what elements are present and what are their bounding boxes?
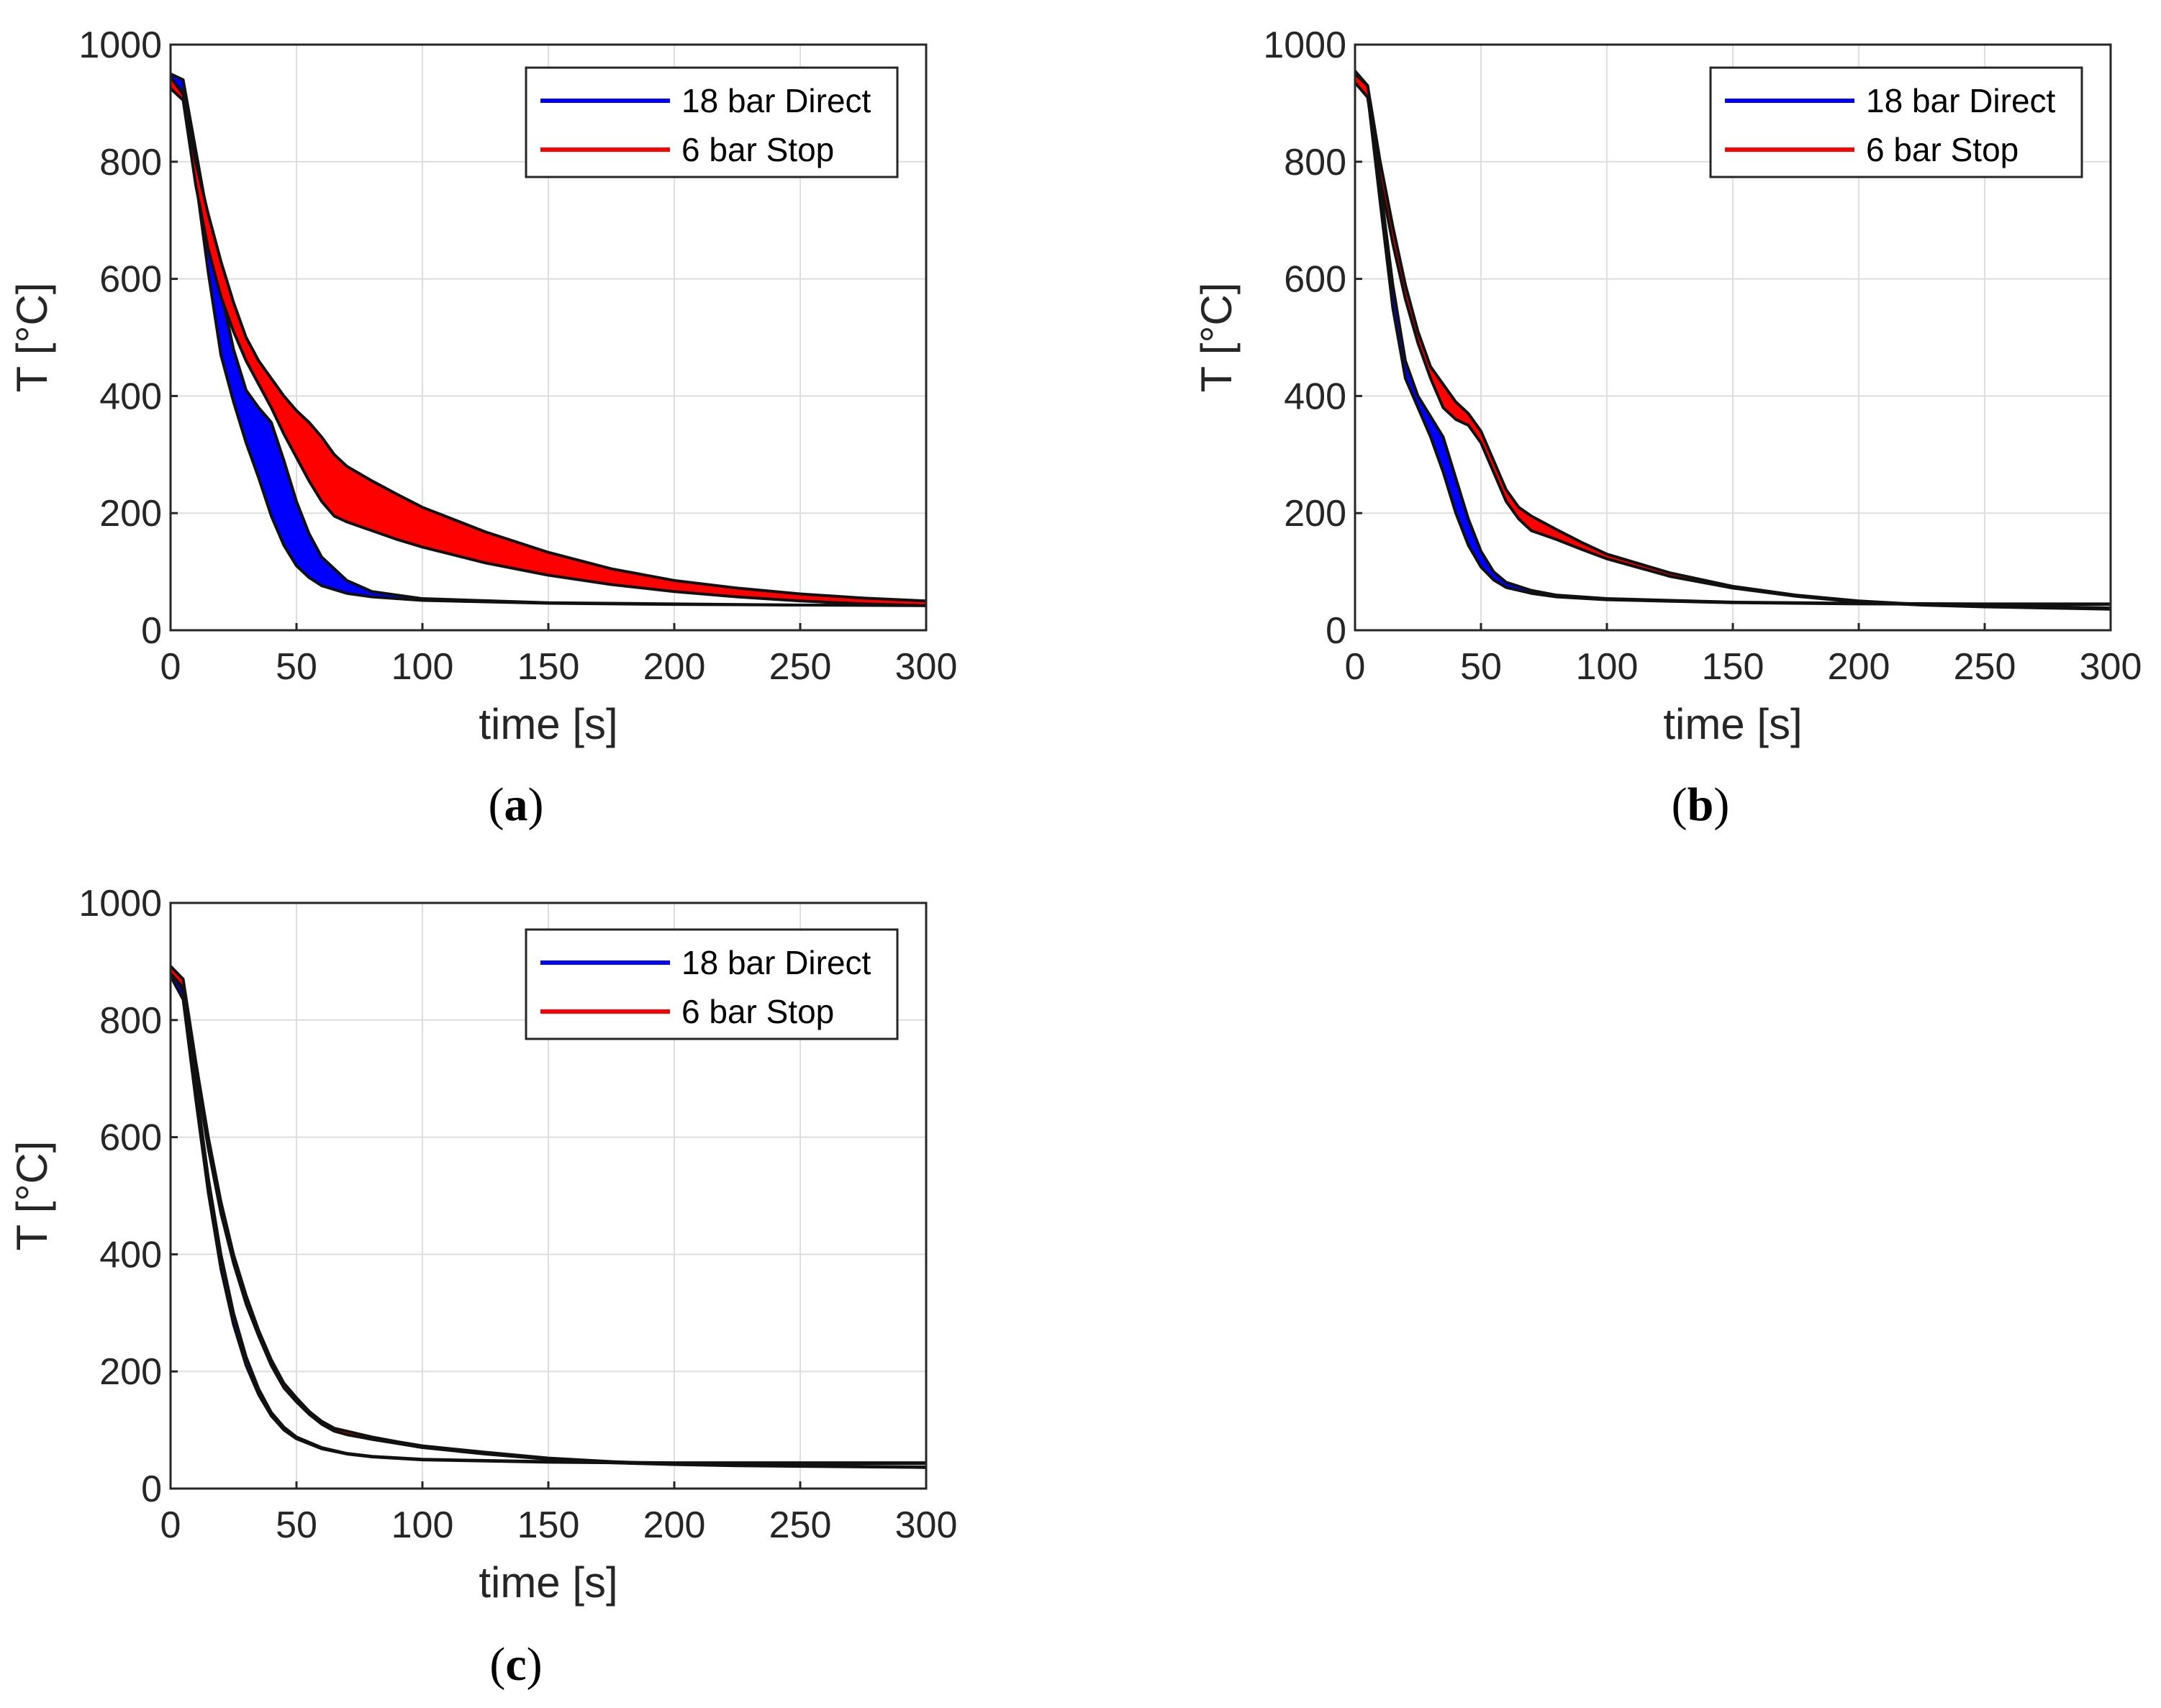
x-tick-label: 300	[2080, 646, 2142, 688]
x-axis-label: time [s]	[1663, 700, 1802, 748]
band-layer	[169, 72, 927, 607]
x-tick-label: 300	[895, 1504, 958, 1546]
x-axis-label: time [s]	[479, 700, 617, 748]
y-tick-label: 0	[141, 610, 162, 652]
caption-close: )	[527, 1638, 543, 1691]
y-tick-label: 200	[99, 1351, 162, 1393]
grid-layer	[1355, 45, 2111, 630]
x-tick-label: 50	[276, 1504, 317, 1546]
x-tick-label: 50	[276, 646, 317, 688]
y-tick-label: 800	[1284, 142, 1346, 183]
legend: 18 bar Direct 6 bar Stop	[1709, 66, 2083, 178]
legend-label-6-bar-stop: 6 bar Stop	[1866, 131, 2019, 168]
x-tick-label: 0	[160, 646, 181, 688]
band-lower-edge-18-bar-direct	[169, 975, 926, 1465]
band-lower-edge-6-bar-stop	[169, 87, 927, 607]
tick-layer: 0 50 100 150 200 250 300 0 200 400 600 800 1000	[1263, 24, 2142, 688]
band-lower-edge-18-bar-direct	[169, 78, 927, 607]
legend-label-18-bar-direct: 18 bar Direct	[681, 944, 871, 981]
x-tick-label: 0	[160, 1504, 181, 1546]
legend: 18 bar Direct 6 bar Stop	[525, 928, 899, 1040]
y-tick-label: 1000	[78, 24, 162, 66]
band-upper-edge-6-bar-stop	[169, 76, 927, 603]
y-tick-label: 200	[99, 493, 162, 535]
legend-box	[525, 66, 899, 178]
legend-label-6-bar-stop: 6 bar Stop	[681, 993, 834, 1030]
caption: (a)	[489, 778, 544, 831]
y-tick-label: 400	[99, 376, 162, 417]
legend-label-18-bar-direct: 18 bar Direct	[1866, 82, 2056, 119]
x-tick-label: 100	[391, 1504, 454, 1546]
x-tick-label: 300	[895, 646, 958, 688]
x-tick-label: 150	[517, 1504, 580, 1546]
x-tick-label: 50	[1460, 646, 1502, 688]
y-tick-label: 600	[99, 259, 162, 301]
x-tick-label: 250	[1954, 646, 2016, 688]
legend-label-18-bar-direct: 18 bar Direct	[681, 82, 871, 119]
tick-layer: 0 50 100 150 200 250 300 0 200 400 600 800 1000	[78, 883, 957, 1546]
legend-box	[1709, 66, 2083, 178]
band-layer	[169, 965, 927, 1469]
y-tick-label: 0	[1326, 610, 1346, 652]
x-tick-label: 150	[1702, 646, 1764, 688]
caption-letter: a	[504, 778, 528, 831]
x-tick-label: 200	[643, 646, 706, 688]
panel-b: 0 50 100 150 200 250 300 0 200 400 600 800 1000 time…	[1192, 24, 2142, 831]
caption-open: (	[489, 778, 504, 831]
x-tick-label: 100	[1576, 646, 1639, 688]
legend-box	[525, 928, 899, 1040]
x-tick-label: 250	[769, 1504, 832, 1546]
y-axis-label: T [°C]	[1192, 283, 1241, 393]
y-tick-label: 800	[99, 142, 162, 183]
caption-letter: c	[505, 1638, 526, 1691]
band-lower-edge-6-bar-stop	[169, 972, 927, 1469]
band-lower-edge-6-bar-stop	[1354, 81, 2111, 611]
y-tick-label: 0	[141, 1468, 162, 1510]
y-tick-label: 1000	[1263, 24, 1346, 66]
caption: (c)	[489, 1638, 542, 1691]
panel-c: 0 50 100 150 200 250 300 0 200 400 600 800 1000 time…	[8, 883, 957, 1691]
x-tick-label: 0	[1345, 646, 1366, 688]
legend-label-6-bar-stop: 6 bar Stop	[681, 131, 834, 168]
y-tick-label: 1000	[78, 883, 162, 925]
y-tick-label: 400	[1284, 376, 1346, 417]
y-axis-label: T [°C]	[8, 1141, 56, 1251]
x-axis-label: time [s]	[479, 1558, 617, 1607]
x-tick-label: 150	[517, 646, 580, 688]
band-lower-edge-18-bar-direct	[1354, 76, 2111, 607]
x-tick-label: 250	[769, 646, 832, 688]
caption-letter: b	[1687, 778, 1714, 831]
caption-open: (	[1672, 778, 1687, 831]
caption: (b)	[1672, 778, 1730, 831]
caption-close: )	[1713, 778, 1729, 831]
tick-layer: 0 50 100 150 200 250 300 0 200 400 600 800 1000	[78, 24, 957, 688]
y-tick-label: 400	[99, 1234, 162, 1276]
y-tick-label: 200	[1284, 493, 1346, 535]
x-tick-label: 200	[1828, 646, 1890, 688]
legend: 18 bar Direct 6 bar Stop	[525, 66, 899, 178]
caption-open: (	[489, 1638, 505, 1691]
caption-close: )	[528, 778, 544, 831]
y-tick-label: 600	[1284, 259, 1346, 301]
y-tick-label: 800	[99, 1000, 162, 1042]
y-tick-label: 600	[99, 1117, 162, 1159]
panel-a: 0 50 100 150 200 250 300 0 200 400 600 800 1000 time…	[8, 24, 957, 831]
y-axis-label: T [°C]	[8, 283, 56, 393]
x-tick-label: 200	[643, 1504, 706, 1546]
x-tick-label: 100	[391, 646, 454, 688]
band-layer	[1354, 70, 2111, 611]
